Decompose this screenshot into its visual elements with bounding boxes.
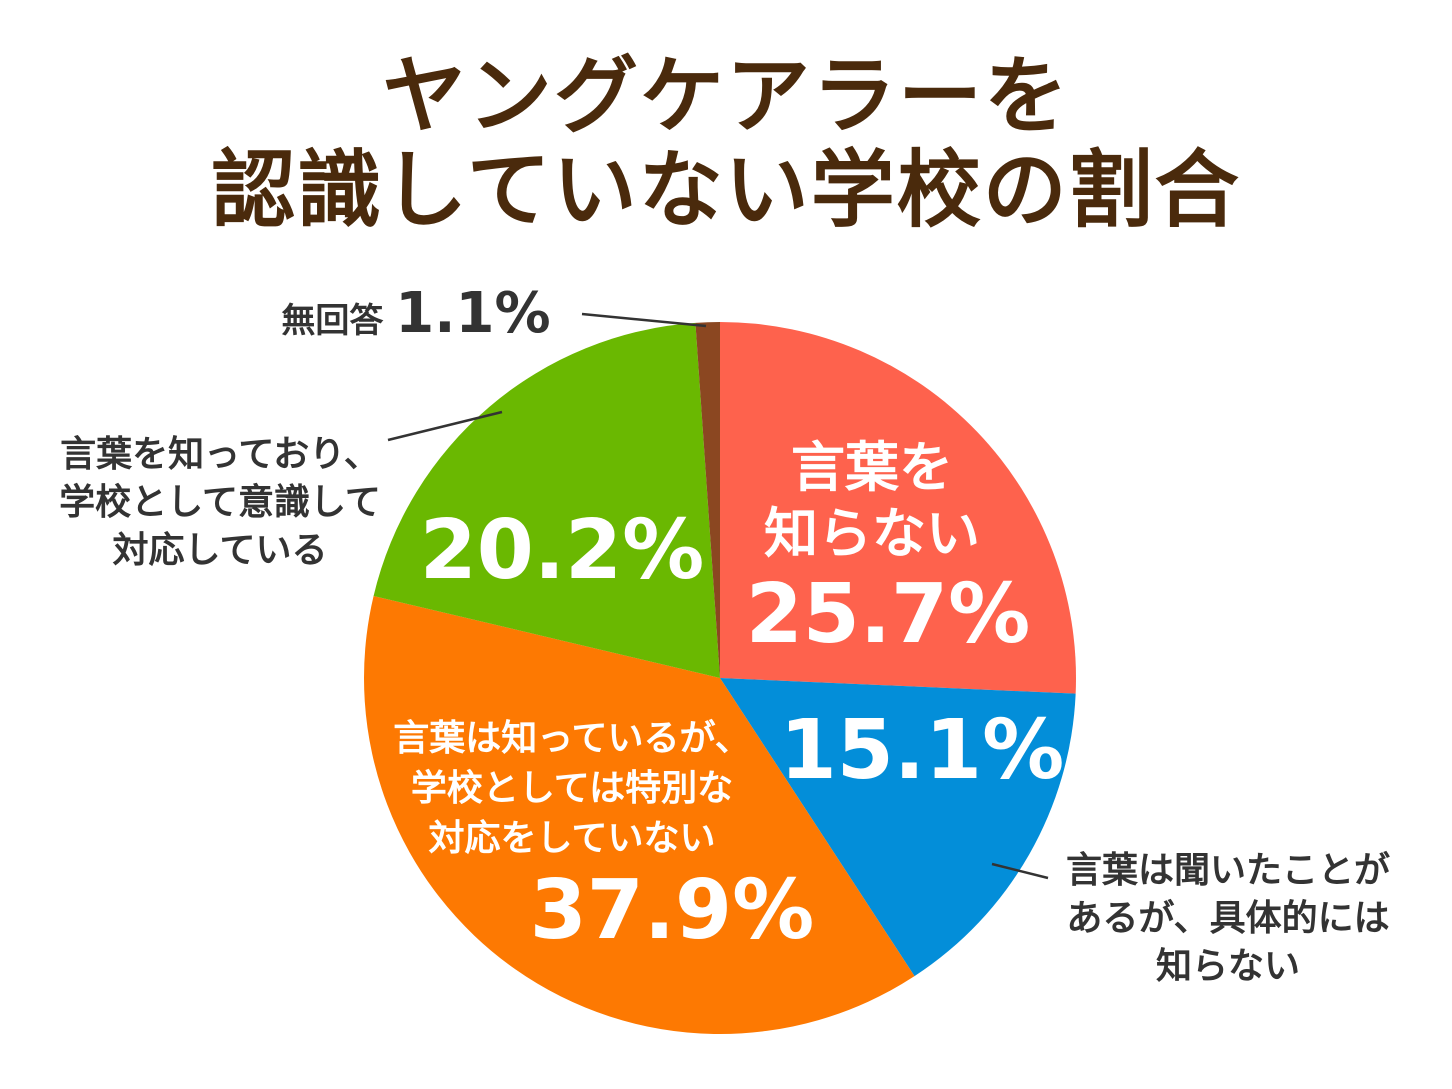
leader-line-3 <box>387 410 503 442</box>
slice-label-text-4: 無回答 <box>281 301 395 341</box>
slice-label-1-line-2: 知らない <box>1156 946 1300 987</box>
leader-line-1 <box>991 862 1049 880</box>
pie-slice-0 <box>720 322 1077 694</box>
slice-value-2: 37.9% <box>530 863 814 958</box>
slice-label-2-line-0: 言葉は知っているが、 <box>393 718 750 759</box>
slice-label-1-line-0: 言葉は聞いたことが <box>1066 850 1390 891</box>
slice-label-4: 無回答 1.1% <box>281 281 550 346</box>
slice-labels: 言葉を知らない25.7%言葉は聞いたことがあるが、具体的には知らない15.1%言… <box>59 281 1390 987</box>
slice-label-0-line-0: 言葉を <box>791 436 953 499</box>
pie-slices <box>364 322 1077 1035</box>
leader-line-4 <box>581 312 707 328</box>
pie-slice-4 <box>695 322 720 678</box>
pie-slice-2 <box>364 595 915 1035</box>
chart-title-line-2: 認識していない学校の割合 <box>211 141 1241 239</box>
slice-label-1-line-1: あるが、具体的には <box>1066 898 1389 939</box>
leader-lines <box>387 312 1049 880</box>
slice-label-3-line-1: 学校として意識して <box>59 481 381 523</box>
chart-title-line-1: ヤングケアラーを <box>381 47 1070 145</box>
pie-slice-3 <box>373 322 720 678</box>
slice-label-3-line-2: 対応している <box>113 530 328 571</box>
pie-slice-1 <box>720 678 1076 977</box>
slice-value-1: 15.1% <box>780 703 1064 798</box>
slice-label-3-line-0: 言葉を知っており、 <box>60 434 380 475</box>
slice-value-0: 25.7% <box>746 567 1030 662</box>
slice-label-0-line-1: 知らない <box>764 502 980 565</box>
slice-value-4: 1.1% <box>395 281 550 346</box>
slice-value-3: 20.2% <box>420 503 704 598</box>
slice-label-2-line-2: 対応をしていない <box>429 818 716 859</box>
slice-label-2-line-1: 学校としては特別な <box>411 767 733 809</box>
